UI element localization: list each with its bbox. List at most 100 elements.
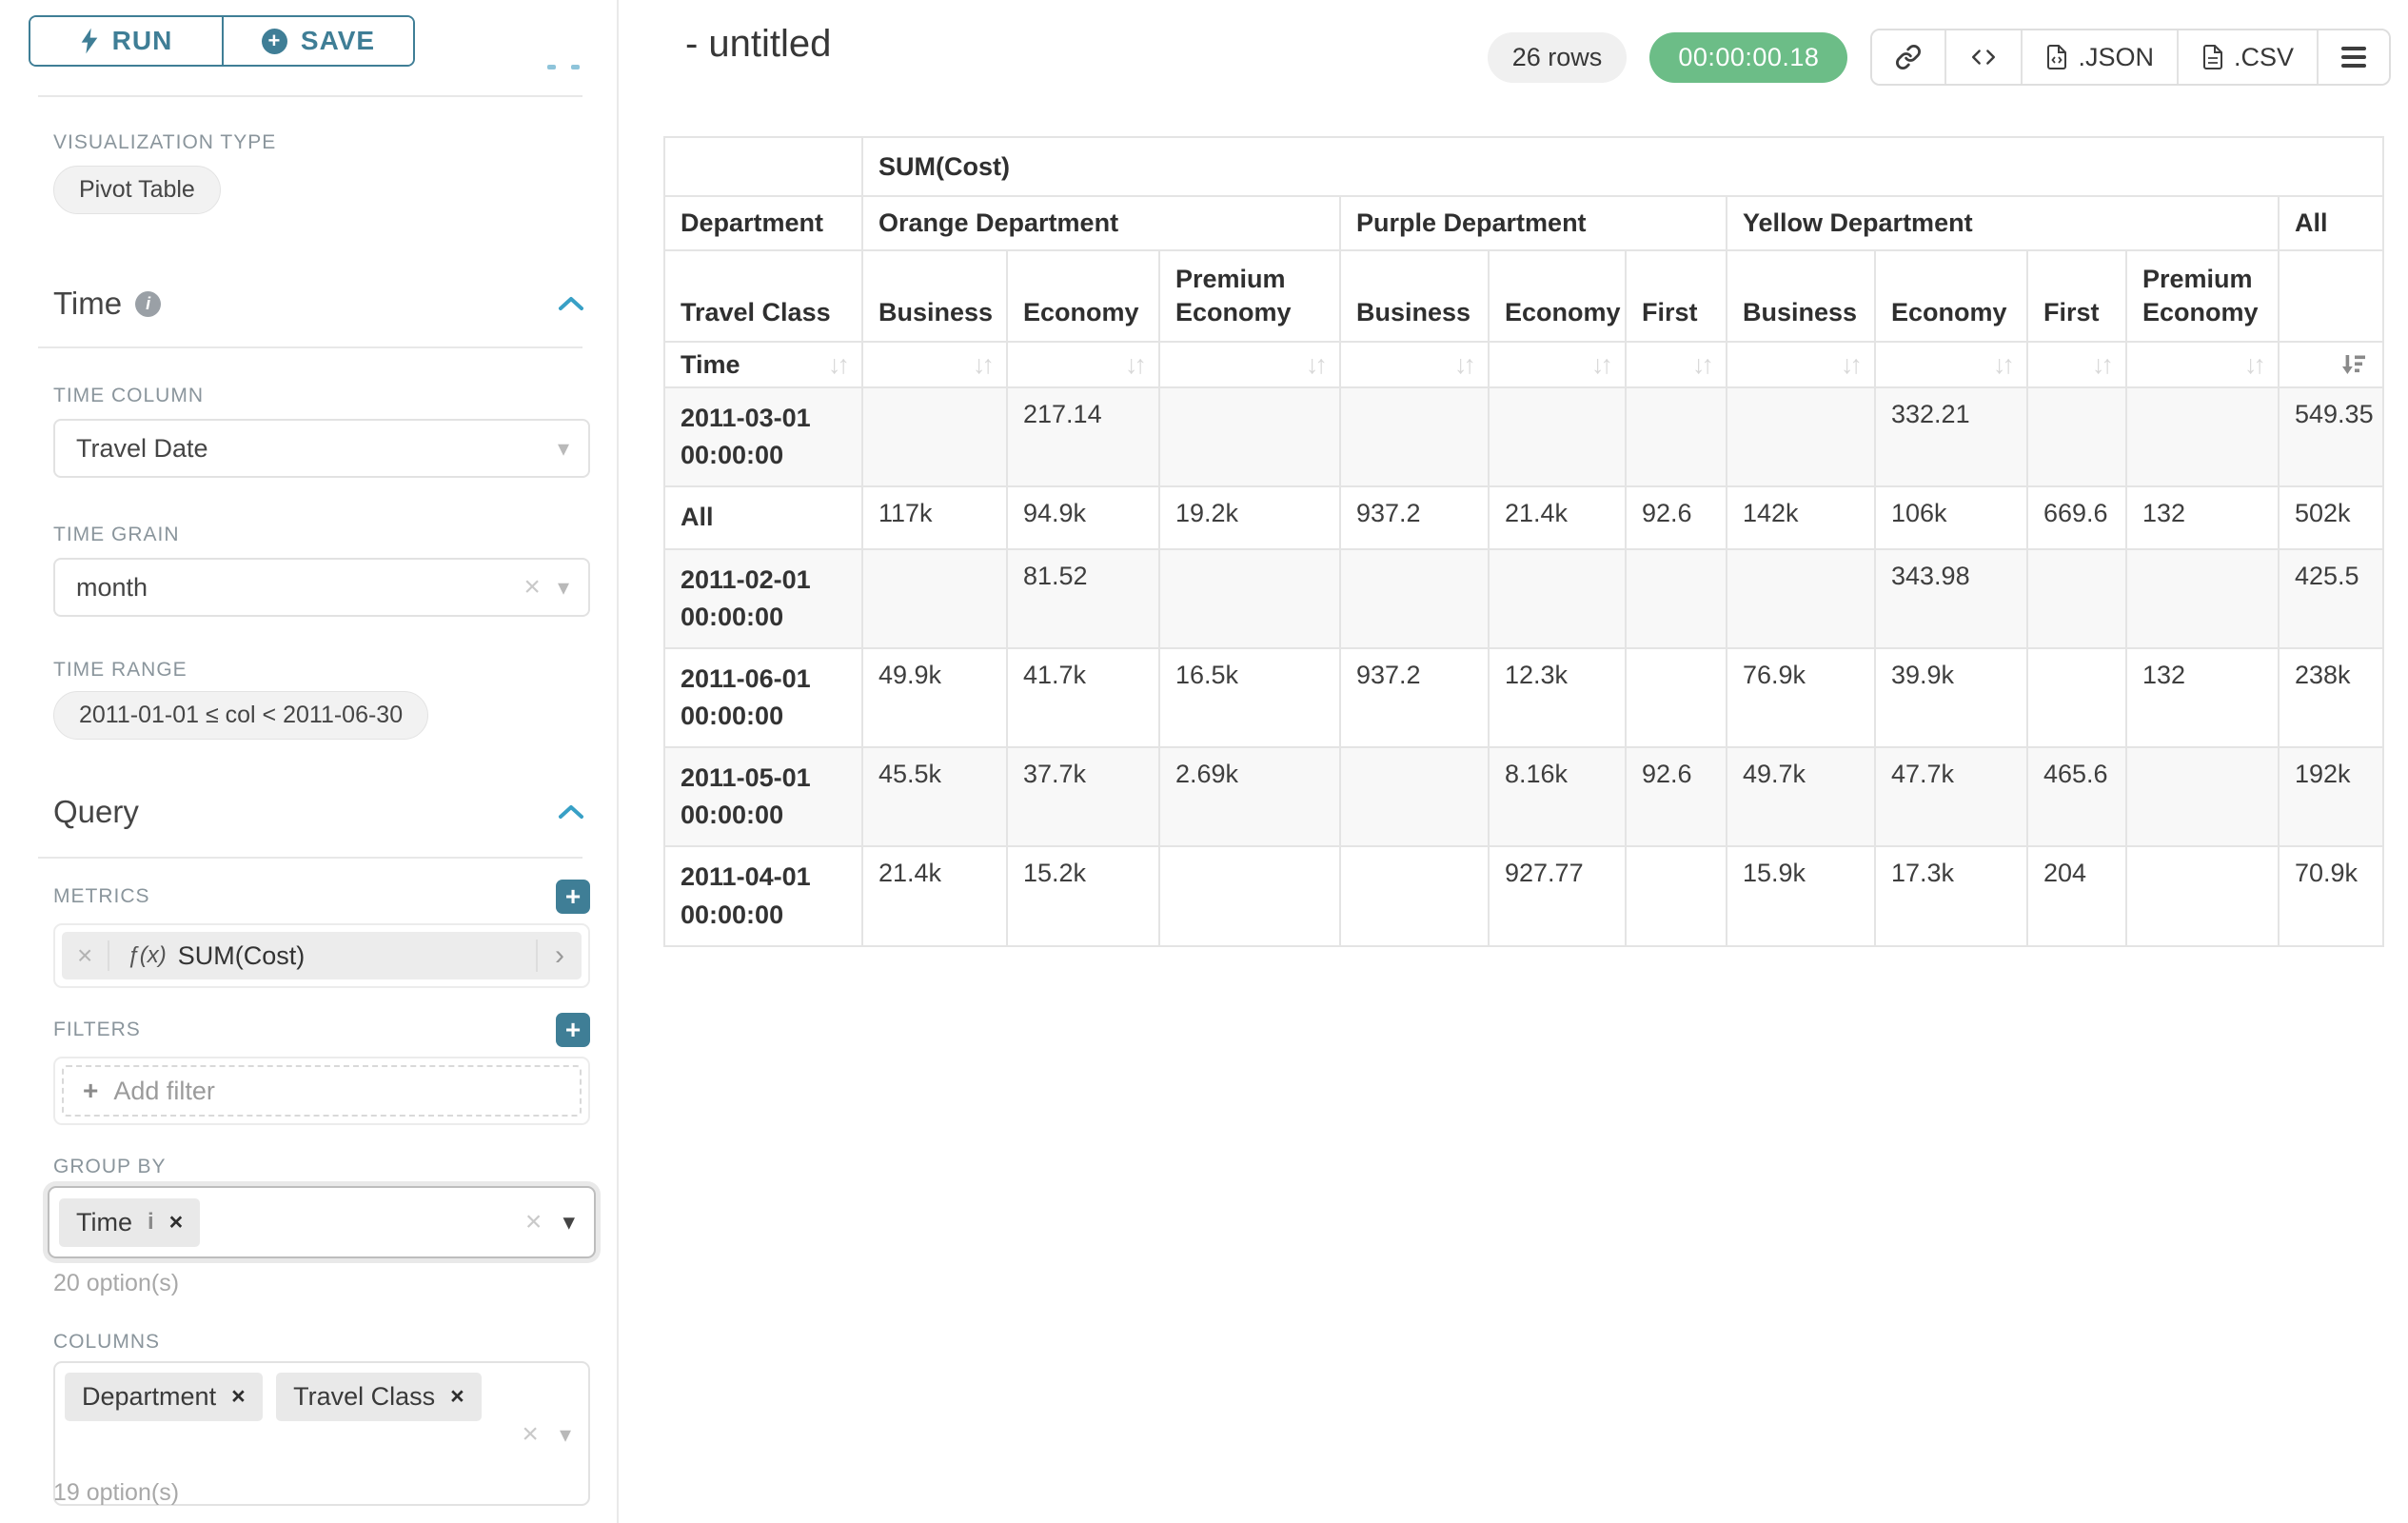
add-filter-dropzone[interactable]: + Add filter bbox=[62, 1065, 582, 1117]
chevron-right-icon[interactable]: › bbox=[536, 940, 582, 972]
department-dim-label: Department bbox=[663, 195, 863, 251]
file-code-icon bbox=[2047, 45, 2067, 69]
sort-header[interactable]: ↓↑ bbox=[1488, 341, 1627, 389]
time-grain-select[interactable]: month × ▾ bbox=[53, 558, 590, 617]
result-toolbar: 26 rows 00:00:00.18 .JSON .CSV bbox=[1487, 29, 2391, 86]
json-label: .JSON bbox=[2078, 42, 2154, 71]
sort-header[interactable]: ↓↑ bbox=[1339, 341, 1490, 389]
pivot-cell bbox=[2026, 386, 2127, 488]
link-icon bbox=[1896, 45, 1922, 69]
metrics-label: METRICS bbox=[53, 885, 150, 907]
metric-value: SUM(Cost) bbox=[177, 940, 306, 970]
run-button[interactable]: RUN bbox=[30, 17, 222, 65]
save-button[interactable]: + SAVE bbox=[222, 17, 413, 65]
pivot-row: 2011-02-01 00:00:00 81.52 343.98 425.5 bbox=[663, 547, 2385, 649]
sort-header-all[interactable] bbox=[2277, 341, 2385, 389]
pivot-cell bbox=[1726, 547, 1876, 649]
sort-header[interactable]: ↓↑ bbox=[1625, 341, 1727, 389]
chevron-up-icon[interactable] bbox=[558, 296, 584, 311]
pivot-cell: 12.3k bbox=[1488, 646, 1627, 749]
remove-metric-icon[interactable]: × bbox=[62, 940, 110, 971]
pivot-row: 2011-05-01 00:00:00 45.5k 37.7k 2.69k 8.16k 9… bbox=[663, 746, 2385, 848]
menu-button[interactable] bbox=[2317, 30, 2389, 84]
add-filter-button[interactable]: + bbox=[556, 1013, 590, 1047]
export-csv-button[interactable]: .CSV bbox=[2176, 30, 2317, 84]
sort-header[interactable]: ↓↑ bbox=[1006, 341, 1160, 389]
time-column-select[interactable]: Travel Date ▾ bbox=[53, 419, 590, 478]
sort-icon: ↓↑ bbox=[2092, 349, 2114, 379]
col-header: Premium Economy bbox=[2125, 248, 2280, 344]
pivot-cell bbox=[1158, 386, 1341, 488]
caret-down-icon: ▾ bbox=[559, 1421, 571, 1448]
pivot-cell bbox=[1339, 845, 1490, 947]
pivot-cell: 937.2 bbox=[1339, 646, 1490, 749]
sort-header[interactable]: ↓↑ bbox=[861, 341, 1008, 389]
col-header: Economy bbox=[1006, 248, 1160, 344]
query-section-header: Query bbox=[53, 794, 584, 830]
pivot-cell bbox=[1625, 547, 1727, 649]
group-by-chip[interactable]: Time i × bbox=[59, 1197, 201, 1247]
chevron-up-icon[interactable] bbox=[558, 804, 584, 820]
pivot-cell: 465.6 bbox=[2026, 746, 2127, 848]
export-button-group: .JSON .CSV bbox=[1870, 29, 2391, 86]
viz-type-pill[interactable]: Pivot Table bbox=[53, 166, 221, 214]
pivot-cell: 49.9k bbox=[861, 646, 1008, 749]
col-group-header: Purple Department bbox=[1339, 195, 1727, 251]
columns-chip[interactable]: Travel Class × bbox=[276, 1373, 482, 1421]
info-icon[interactable]: i bbox=[135, 290, 162, 317]
sort-icon: ↓↑ bbox=[1993, 349, 2015, 379]
chip-label: Travel Class bbox=[293, 1382, 436, 1411]
pivot-row: 2011-03-01 00:00:00 217.14 332.21 549.35 bbox=[663, 386, 2385, 488]
remove-chip-icon[interactable]: × bbox=[231, 1383, 246, 1410]
pivot-cell: 41.7k bbox=[1006, 646, 1160, 749]
columns-chip[interactable]: Department × bbox=[65, 1373, 263, 1421]
time-range-pill[interactable]: 2011-01-01 ≤ col < 2011-06-30 bbox=[53, 691, 429, 740]
pivot-cell: 70.9k bbox=[2277, 845, 2385, 947]
group-by-select[interactable]: Time i × × ▾ bbox=[48, 1186, 596, 1258]
info-icon[interactable]: i bbox=[148, 1209, 154, 1235]
sort-header[interactable]: ↓↑ bbox=[2026, 341, 2127, 389]
chip-label: Time bbox=[76, 1207, 132, 1236]
pivot-cell: 81.52 bbox=[1006, 547, 1160, 649]
pivot-body: 2011-03-01 00:00:00 217.14 332.21 549.35 All… bbox=[663, 386, 2385, 947]
chart-panel: - untitled 26 rows 00:00:00.18 .JSON .CS… bbox=[621, 0, 2408, 1523]
sort-header[interactable]: ↓↑ bbox=[1726, 341, 1876, 389]
pivot-cell: 343.98 bbox=[1874, 547, 2028, 649]
pivot-cell: 8.16k bbox=[1488, 746, 1627, 848]
sort-icon: ↓↑ bbox=[2244, 349, 2266, 379]
pivot-cell: 92.6 bbox=[1625, 746, 1727, 848]
remove-chip-icon[interactable]: × bbox=[450, 1383, 464, 1410]
pivot-row: 2011-06-01 00:00:00 49.9k 41.7k 16.5k 937.2 1… bbox=[663, 646, 2385, 749]
col-header: Economy bbox=[1874, 248, 2028, 344]
sort-header[interactable]: ↓↑ bbox=[1874, 341, 2028, 389]
sort-header[interactable]: ↓↑ bbox=[2125, 341, 2280, 389]
columns-select[interactable]: Department × Travel Class × × ▾ bbox=[53, 1361, 590, 1506]
pivot-cell: 937.2 bbox=[1339, 485, 1490, 550]
sort-header-time[interactable]: Time ↓↑ bbox=[663, 341, 863, 389]
remove-chip-icon[interactable]: × bbox=[168, 1208, 184, 1236]
pivot-cell bbox=[1625, 845, 1727, 947]
export-json-button[interactable]: .JSON bbox=[2021, 30, 2177, 84]
pivot-row-label: All bbox=[663, 485, 863, 550]
pivot-cell: 92.6 bbox=[1625, 485, 1727, 550]
pivot-table: SUM(Cost) Department Orange Department P… bbox=[663, 136, 2385, 947]
clear-icon[interactable]: × bbox=[523, 571, 541, 603]
pivot-row-label: 2011-05-01 00:00:00 bbox=[663, 746, 863, 848]
pivot-row: All 117k 94.9k 19.2k 937.2 21.4k 92.6 142k 106k 6… bbox=[663, 485, 2385, 550]
metric-pill[interactable]: × ƒ(x) SUM(Cost) › bbox=[62, 932, 582, 979]
pivot-cell: 425.5 bbox=[2277, 547, 2385, 649]
time-row-dim-label: Time bbox=[681, 349, 740, 379]
pivot-cell bbox=[1339, 547, 1490, 649]
copy-link-button[interactable] bbox=[1872, 30, 1945, 84]
col-group-header: Orange Department bbox=[861, 195, 1341, 251]
chip-label: Department bbox=[82, 1382, 217, 1411]
sort-header[interactable]: ↓↑ bbox=[1158, 341, 1341, 389]
pivot-cell: 15.9k bbox=[1726, 845, 1876, 947]
hamburger-icon bbox=[2341, 47, 2366, 68]
caret-down-icon: ▾ bbox=[557, 574, 569, 601]
clear-icon[interactable]: × bbox=[524, 1206, 543, 1237]
embed-code-button[interactable] bbox=[1944, 30, 2022, 84]
pivot-cell bbox=[1488, 547, 1627, 649]
clear-icon[interactable]: × bbox=[522, 1418, 539, 1450]
add-metric-button[interactable]: + bbox=[556, 880, 590, 914]
